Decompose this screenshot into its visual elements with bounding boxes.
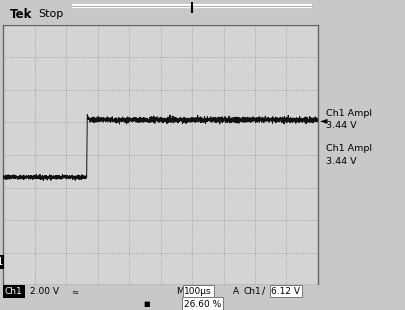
Text: 2.00 V: 2.00 V <box>30 286 60 295</box>
Text: ■: ■ <box>144 301 150 307</box>
Text: Stop: Stop <box>38 9 63 19</box>
Text: T: T <box>158 14 164 24</box>
Text: M: M <box>176 286 184 295</box>
Text: 100μs: 100μs <box>184 286 212 295</box>
Text: Ch1 Ampl: Ch1 Ampl <box>326 144 372 153</box>
Text: 3.44 V: 3.44 V <box>326 121 357 130</box>
Text: ∕: ∕ <box>262 286 266 296</box>
Text: ◄: ◄ <box>320 115 327 125</box>
Text: ≈: ≈ <box>71 286 78 295</box>
Text: 3.44 V: 3.44 V <box>326 157 357 166</box>
Text: Ch1: Ch1 <box>5 286 23 295</box>
Text: 26.60 %: 26.60 % <box>184 299 221 309</box>
Text: 6.12 V: 6.12 V <box>271 286 301 295</box>
Text: Ch1: Ch1 <box>243 286 261 295</box>
Text: Tek: Tek <box>10 8 32 21</box>
Text: 1: 1 <box>0 257 2 267</box>
Text: Ch1 Ampl: Ch1 Ampl <box>326 108 372 118</box>
Text: A: A <box>233 286 239 295</box>
